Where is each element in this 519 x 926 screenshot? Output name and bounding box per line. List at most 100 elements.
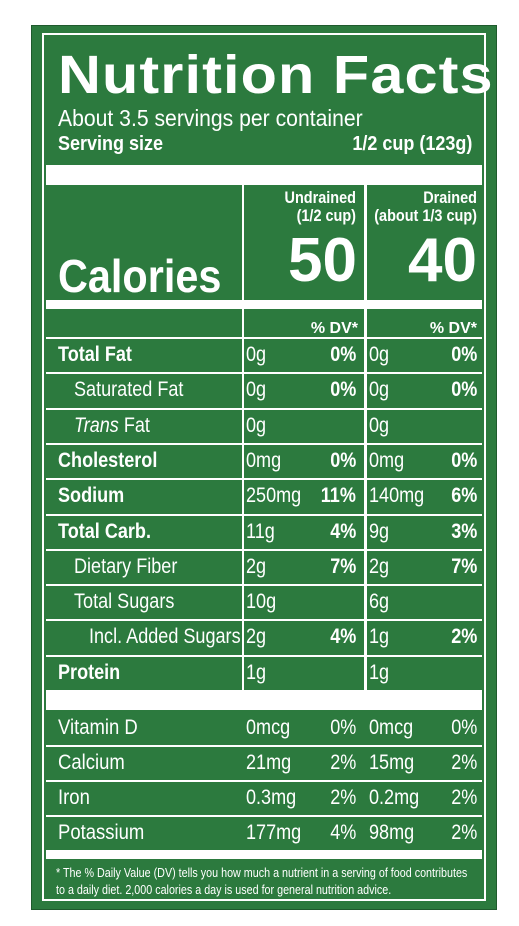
- row-divider: [46, 442, 482, 445]
- nutrition-label: Nutrition Facts About 3.5 servings per c…: [31, 25, 497, 910]
- vitamin-name-text: Potassium: [58, 821, 145, 844]
- vitamin-dv-undrained: 2%: [329, 786, 356, 809]
- row-divider: [46, 478, 482, 481]
- vitamin-name-text: Vitamin D: [58, 716, 138, 739]
- row-divider: [46, 654, 482, 657]
- vitamin-amount-undrained: 21mg: [246, 751, 292, 774]
- nutrient-name: Protein: [58, 660, 121, 684]
- vitamin-amount-undrained: 0mcg: [246, 716, 291, 739]
- nutrient-name: Total Carb.: [58, 519, 151, 543]
- row-divider: [46, 745, 482, 747]
- amount-undrained: 1g: [246, 660, 267, 684]
- vitamin-dv-undrained: 2%: [329, 751, 356, 774]
- vitamin-amount-drained: 0mcg: [369, 716, 414, 739]
- nutrient-name: Trans Fat: [74, 415, 162, 436]
- dv-drained: 2%: [450, 625, 477, 649]
- calories-label: Calories: [58, 250, 222, 302]
- vitamin-name: Calcium: [58, 752, 134, 773]
- dv-drained: 0%: [450, 378, 477, 402]
- amount-drained: 9g: [369, 519, 390, 543]
- label-frame: Nutrition Facts About 3.5 servings per c…: [42, 33, 494, 901]
- nutrient-name: Total Sugars: [74, 590, 175, 614]
- amount-undrained: 0g: [246, 378, 267, 402]
- calories-drained: 40: [408, 226, 477, 295]
- vitamin-name-text: Calcium: [58, 751, 125, 774]
- serving-size-label: Serving size: [58, 133, 164, 155]
- amount-undrained: 2g: [246, 625, 267, 649]
- nutrient-name: Dietary Fiber: [74, 554, 178, 578]
- dv-undrained: 0%: [329, 448, 356, 472]
- nutrient-name-rest: Fat: [118, 413, 150, 437]
- dv-undrained: 11%: [320, 484, 356, 508]
- row-divider: [46, 780, 482, 782]
- nutrient-name: Incl. Added Sugars: [89, 625, 241, 649]
- footnote-line1: * The % Daily Value (DV) tells you how m…: [56, 866, 468, 880]
- column-divider-1: [242, 185, 244, 690]
- vitamin-amount-drained: 0.2mg: [369, 786, 420, 809]
- nutrient-name: Total Fat: [58, 343, 132, 366]
- dv-drained: 0%: [450, 448, 477, 472]
- dv-undrained: 4%: [329, 519, 356, 543]
- dv-header-undrained: % DV*: [310, 320, 358, 337]
- amount-drained: 0g: [369, 343, 390, 366]
- amount-undrained: 0mg: [246, 448, 282, 472]
- medium-divider-footnote: [46, 850, 482, 859]
- row-divider: [46, 337, 482, 339]
- dv-undrained: 7%: [329, 554, 356, 578]
- nutrient-name: Cholesterol: [58, 448, 158, 472]
- row-divider: [46, 548, 482, 551]
- amount-drained: 0g: [369, 413, 390, 437]
- row-divider: [46, 584, 482, 587]
- dv-drained: 6%: [450, 484, 477, 508]
- amount-undrained: 10g: [246, 590, 277, 614]
- servings-per-container: About 3.5 servings per container: [58, 105, 363, 131]
- amount-undrained: 0g: [246, 413, 267, 437]
- vitamin-name: Iron: [58, 787, 94, 808]
- undrained-line1: Undrained: [284, 188, 356, 207]
- amount-undrained: 11g: [246, 519, 275, 543]
- drained-line2: (about 1/3 cup): [374, 206, 477, 225]
- amount-undrained: 0g: [246, 343, 267, 366]
- dv-undrained: 0%: [329, 343, 356, 366]
- row-divider: [46, 513, 482, 516]
- undrained-line2: (1/2 cup): [296, 206, 356, 225]
- drained-line1: Drained: [423, 188, 477, 207]
- amount-undrained: 250mg: [246, 484, 302, 508]
- dv-drained: 7%: [450, 554, 477, 578]
- dv-drained: 3%: [450, 519, 477, 543]
- row-divider: [46, 372, 482, 375]
- vitamin-dv-undrained: 4%: [329, 821, 356, 844]
- serving-size-value: 1/2 cup (123g): [351, 133, 472, 155]
- vitamin-amount-undrained: 0.3mg: [246, 786, 297, 809]
- nutrient-name: Sodium: [58, 484, 125, 508]
- dv-undrained: 0%: [329, 378, 356, 402]
- vitamin-dv-drained: 2%: [450, 786, 477, 809]
- vitamin-name-text: Iron: [58, 786, 90, 809]
- amount-drained: 6g: [369, 590, 390, 614]
- dv-header-drained: % DV*: [429, 320, 477, 337]
- row-divider: [46, 815, 482, 817]
- amount-drained: 2g: [369, 554, 390, 578]
- vitamin-dv-drained: 0%: [450, 716, 477, 739]
- vitamin-dv-drained: 2%: [450, 821, 477, 844]
- calories-undrained: 50: [288, 226, 357, 295]
- amount-undrained: 2g: [246, 554, 267, 578]
- vitamin-amount-drained: 98mg: [369, 821, 415, 844]
- vitamin-amount-undrained: 177mg: [246, 821, 302, 844]
- column-header-drained: Drained (about 1/3 cup): [367, 188, 477, 225]
- vitamin-name: Potassium: [58, 822, 156, 843]
- dv-drained: 0%: [450, 343, 477, 366]
- medium-divider-calories: [46, 300, 482, 309]
- dv-undrained: 4%: [329, 625, 356, 649]
- row-divider: [46, 407, 482, 410]
- nutrient-name: Saturated Fat: [74, 378, 184, 402]
- thick-divider-top: [46, 165, 482, 185]
- vitamin-name: Vitamin D: [58, 717, 149, 738]
- column-header-undrained: Undrained (1/2 cup): [256, 189, 356, 225]
- amount-drained: 0g: [369, 378, 390, 402]
- vitamin-dv-undrained: 0%: [329, 716, 356, 739]
- vitamin-dv-drained: 2%: [450, 751, 477, 774]
- nutrient-name-italic: Trans: [74, 413, 119, 437]
- label-title: Nutrition Facts: [58, 45, 494, 105]
- vitamin-amount-drained: 15mg: [369, 751, 415, 774]
